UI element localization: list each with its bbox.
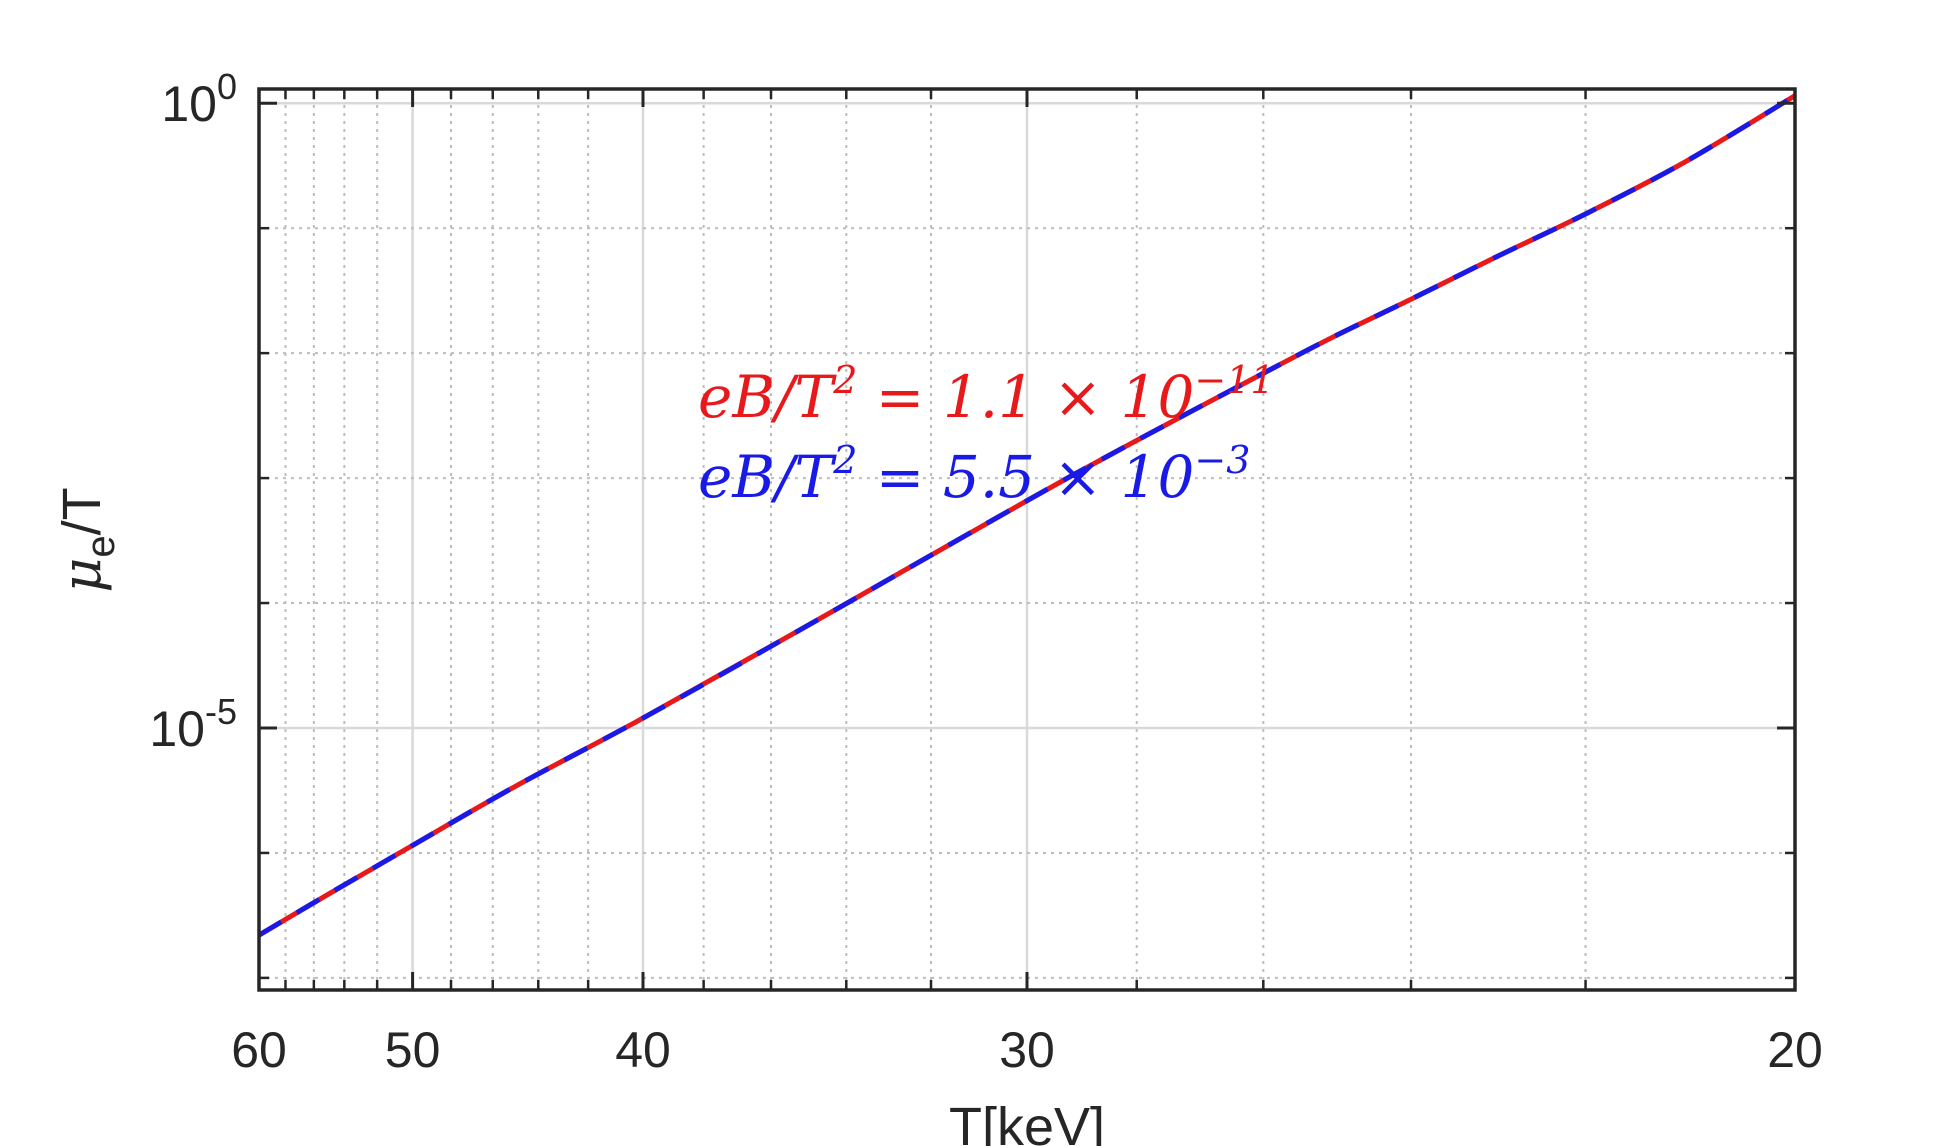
- y-axis-label-tail: /T: [52, 487, 112, 535]
- y-axis-label: μe/T: [50, 487, 123, 592]
- tick-labels: 60 50 40 30 20 10-5 100: [149, 66, 1822, 1078]
- x-tick-label: 60: [231, 1022, 287, 1078]
- x-tick-label: 30: [999, 1022, 1055, 1078]
- y-axis-label-subscript: e: [79, 535, 123, 557]
- y-tick-label: 100: [161, 66, 237, 132]
- x-axis-label: T[keV]: [949, 1097, 1105, 1146]
- series-line-blue: [257, 93, 1797, 938]
- y-tick-label: 10-5: [149, 691, 237, 757]
- x-tick-label: 40: [615, 1022, 671, 1078]
- annotation-red: eB/T2 = 1.1 × 10−11: [698, 358, 1275, 431]
- y-axis-label-mu: μ: [50, 558, 113, 593]
- annotation-blue: eB/T2 = 5.5 × 10−3: [698, 438, 1250, 511]
- x-tick-label: 50: [385, 1022, 441, 1078]
- svg-text:μe/T: μe/T: [50, 487, 123, 592]
- plot-series: [257, 93, 1797, 938]
- x-tick-label: 20: [1767, 1022, 1823, 1078]
- axis-ticks: [257, 89, 1797, 990]
